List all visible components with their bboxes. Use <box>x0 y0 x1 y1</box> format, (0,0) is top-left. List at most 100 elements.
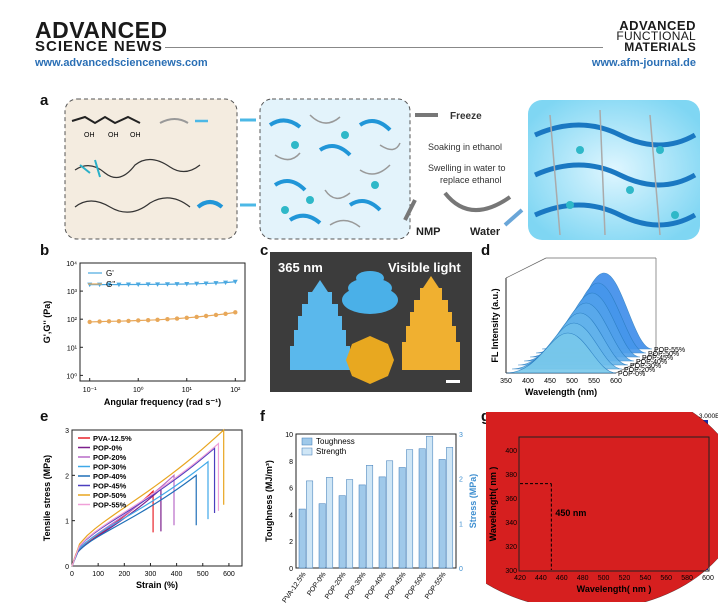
strength-bar <box>366 465 374 569</box>
data-point <box>165 316 170 322</box>
data-point <box>164 282 170 287</box>
strength-bar <box>326 477 334 569</box>
toughness-bar <box>398 467 406 569</box>
series-label: POP-40% <box>636 359 667 366</box>
x-tick-label: 600 <box>223 571 235 578</box>
legend-label: POP-20% <box>93 453 127 462</box>
legend-label: POP-30% <box>93 463 127 472</box>
box-edge <box>615 352 657 374</box>
stress-curve-4 <box>71 474 197 567</box>
chart-b-rheology: 10⁻¹ 10⁰ 10¹ 10² 10⁰ 10¹ 10² 10³ 10⁴ G' G'' Angular… <box>42 261 246 407</box>
y-axis-label: G',G'' (Pa) <box>42 301 52 343</box>
y-tick-label-left: 6 <box>289 486 293 493</box>
plot-frame <box>518 436 710 572</box>
journal-subtitle-left: SCIENCE NEWS <box>35 38 163 55</box>
data-point <box>145 282 151 287</box>
legend-label: POP-0% <box>93 444 123 453</box>
data-point <box>213 312 219 318</box>
journal-title-left: ADVANCED <box>35 17 168 43</box>
yellow-octagon <box>346 336 394 384</box>
legend-label: POP-45% <box>93 482 127 491</box>
x-tick-label: 200 <box>118 571 130 578</box>
y-axis-label-left: Toughness (MJ/m³) <box>264 460 274 542</box>
stress-curve-3 <box>71 460 209 567</box>
legend-label: Toughness <box>316 437 355 446</box>
journal-right-line2: FUNCTIONAL <box>616 29 696 43</box>
strength-bar <box>346 479 354 569</box>
blue-top-piece <box>342 271 398 314</box>
stress-curve-7 <box>71 442 220 567</box>
journal-right-line1: ADVANCED <box>619 18 696 33</box>
y-tick-label: 1 <box>65 519 69 526</box>
category-label: PVA-12.5% <box>281 571 307 604</box>
plot-frame <box>295 433 457 569</box>
x-tick-label: 10¹ <box>182 387 193 394</box>
data-point <box>213 281 219 286</box>
data-point <box>116 318 122 324</box>
data-point <box>184 315 189 321</box>
panel-label-e: e <box>40 408 49 425</box>
data-point <box>194 314 199 320</box>
strength-bar <box>306 480 314 569</box>
polysaccharide-structure <box>74 197 191 213</box>
url-left-link[interactable]: www.advancedsciencenews.com <box>35 57 208 69</box>
y-tick-label: 2 <box>65 473 69 480</box>
strength-bar <box>386 460 394 569</box>
chart-e-tensile: 0 100 200 300 400 500 6000123PVA-12.5%POP-0%PO… <box>42 428 243 590</box>
visible-label: Visible light <box>388 260 461 275</box>
y-tick-label: 360 <box>505 496 517 503</box>
y-tick-label: 10³ <box>67 289 78 296</box>
x-axis-label: Wavelength (nm) <box>525 387 597 397</box>
y-tick-label: 0 <box>65 564 69 571</box>
data-point <box>116 282 122 288</box>
series-label: POP-55% <box>654 347 685 354</box>
plot-frame <box>71 429 243 567</box>
x-axis-label: Strain (%) <box>136 580 178 590</box>
x-tick-label: 0 <box>70 571 74 578</box>
legend-label: POP-40% <box>93 472 127 481</box>
x-tick-label: 600 <box>702 575 714 582</box>
series-label: POP-0% <box>618 371 645 378</box>
y-tick-label: 10⁰ <box>66 372 77 380</box>
panel-label-c: c <box>260 242 269 259</box>
legend-label: G' <box>106 269 114 278</box>
pva-chain <box>71 115 141 125</box>
x-tick-label: 550 <box>588 378 600 385</box>
y-axis-label-right: Stress (MPa) <box>468 474 478 529</box>
legend-label: Strength <box>316 447 346 456</box>
legend-label: POP-55% <box>93 501 127 510</box>
x-tick-label: 400 <box>171 571 183 578</box>
toughness-bar <box>318 503 326 569</box>
x-tick-label: 480 <box>577 575 589 582</box>
data-point <box>106 319 112 324</box>
data-point <box>223 280 229 286</box>
series-line-1 <box>89 311 236 323</box>
plot-frame <box>79 262 246 382</box>
stress-curve-5 <box>71 446 216 567</box>
data-point <box>233 310 238 315</box>
x-tick-label: 460 <box>556 575 568 582</box>
data-point <box>136 318 141 323</box>
x-tick-label: 440 <box>535 575 547 582</box>
data-point <box>135 282 141 287</box>
toughness-bar <box>418 448 426 569</box>
y-tick-label-left: 4 <box>289 512 293 519</box>
uv-label: 365 nm <box>278 260 323 275</box>
x-tick-label: 100 <box>92 571 104 578</box>
chart-f-bars: 02468100123PVA-12.5%POP-0%POP-20%POP-30%… <box>264 432 478 604</box>
box-edge <box>505 257 547 279</box>
scale-bar <box>446 380 460 383</box>
legend-swatch-strength <box>301 447 313 456</box>
journal-right-line3: MATERIALS <box>624 40 696 54</box>
url-right-link[interactable]: www.afm-journal.de <box>591 57 696 69</box>
data-point <box>125 282 131 287</box>
x-tick-label: 420 <box>514 575 526 582</box>
data-point <box>194 281 200 287</box>
x-tick-label: 350 <box>500 378 512 385</box>
legend-swatch-toughness <box>301 437 313 446</box>
series-label: POP-30% <box>630 363 661 370</box>
x-tick-label: 300 <box>145 571 157 578</box>
toughness-bar <box>378 476 386 569</box>
chart-d-fluorescence: POP-55%POP-50%POP-45%POP-40%POP-30%POP-2… <box>490 257 685 397</box>
strength-bar <box>426 435 434 569</box>
